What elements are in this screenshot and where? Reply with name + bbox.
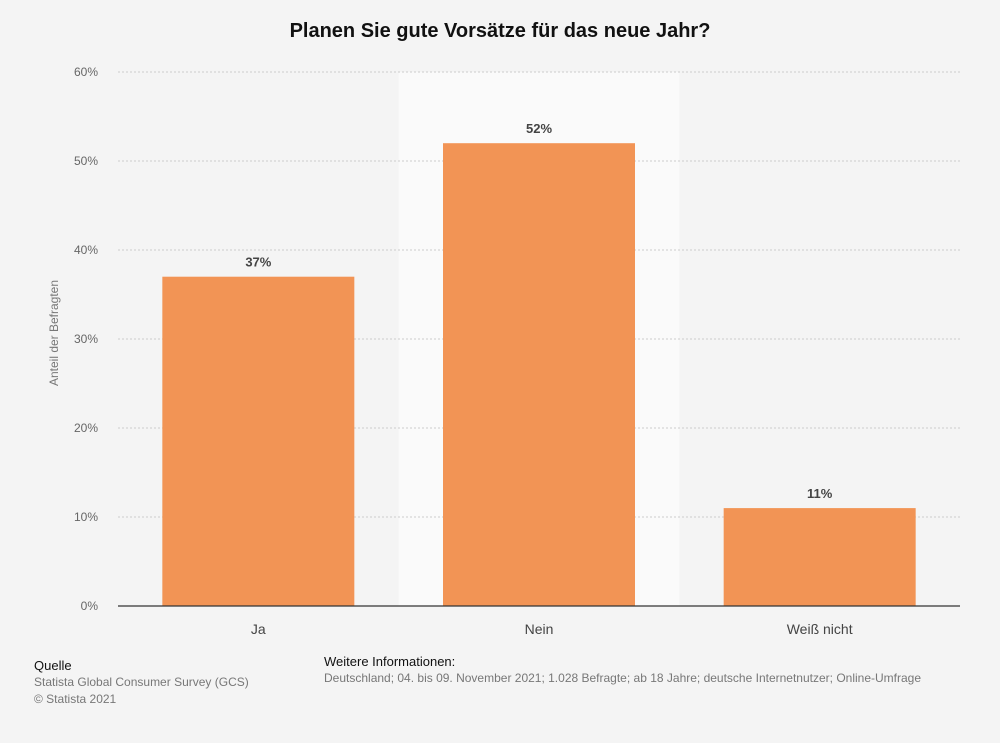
source-heading: Quelle [34,658,72,673]
y-tick-label: 20% [74,421,98,435]
source-block: Quelle Statista Global Consumer Survey (… [34,657,249,708]
value-label: 37% [245,255,271,270]
info-text: Deutschland; 04. bis 09. November 2021; … [324,671,922,685]
x-tick-label: Ja [251,621,266,637]
source-line-1: Statista Global Consumer Survey (GCS) [34,675,249,689]
info-block: Weitere Informationen: Deutschland; 04. … [324,653,984,687]
value-label: 11% [807,486,833,501]
y-tick-label: 50% [74,154,98,168]
bars [162,143,916,606]
axes: 0% 10% 20% 30% 40% 50% 60% Ja Nein Weiß nicht Ante… [47,65,960,637]
info-heading: Weitere Informationen: [324,654,456,669]
source-line-2: © Statista 2021 [34,692,117,706]
bar-wei-nicht [723,508,916,606]
y-tick-label: 0% [81,599,99,613]
y-axis-label: Anteil der Befragten [47,280,61,386]
x-tick-label: Weiß nicht [787,621,853,637]
bar-chart: 37% 52% 11% 0% 10% 20% 30% 40% 50% 60% Ja Nein Weiß… [47,65,960,637]
chart-title: Planen Sie gute Vorsätze für das neue Ja… [289,20,711,42]
y-tick-label: 10% [74,510,98,524]
y-tick-label: 30% [74,332,98,346]
y-tick-label: 60% [74,65,98,79]
value-labels: 37% 52% 11% [245,121,832,501]
x-tick-label: Nein [525,621,554,637]
bar-nein [443,143,635,606]
y-tick-label: 40% [74,243,98,257]
value-label: 52% [526,121,552,136]
bar-ja [162,276,355,606]
